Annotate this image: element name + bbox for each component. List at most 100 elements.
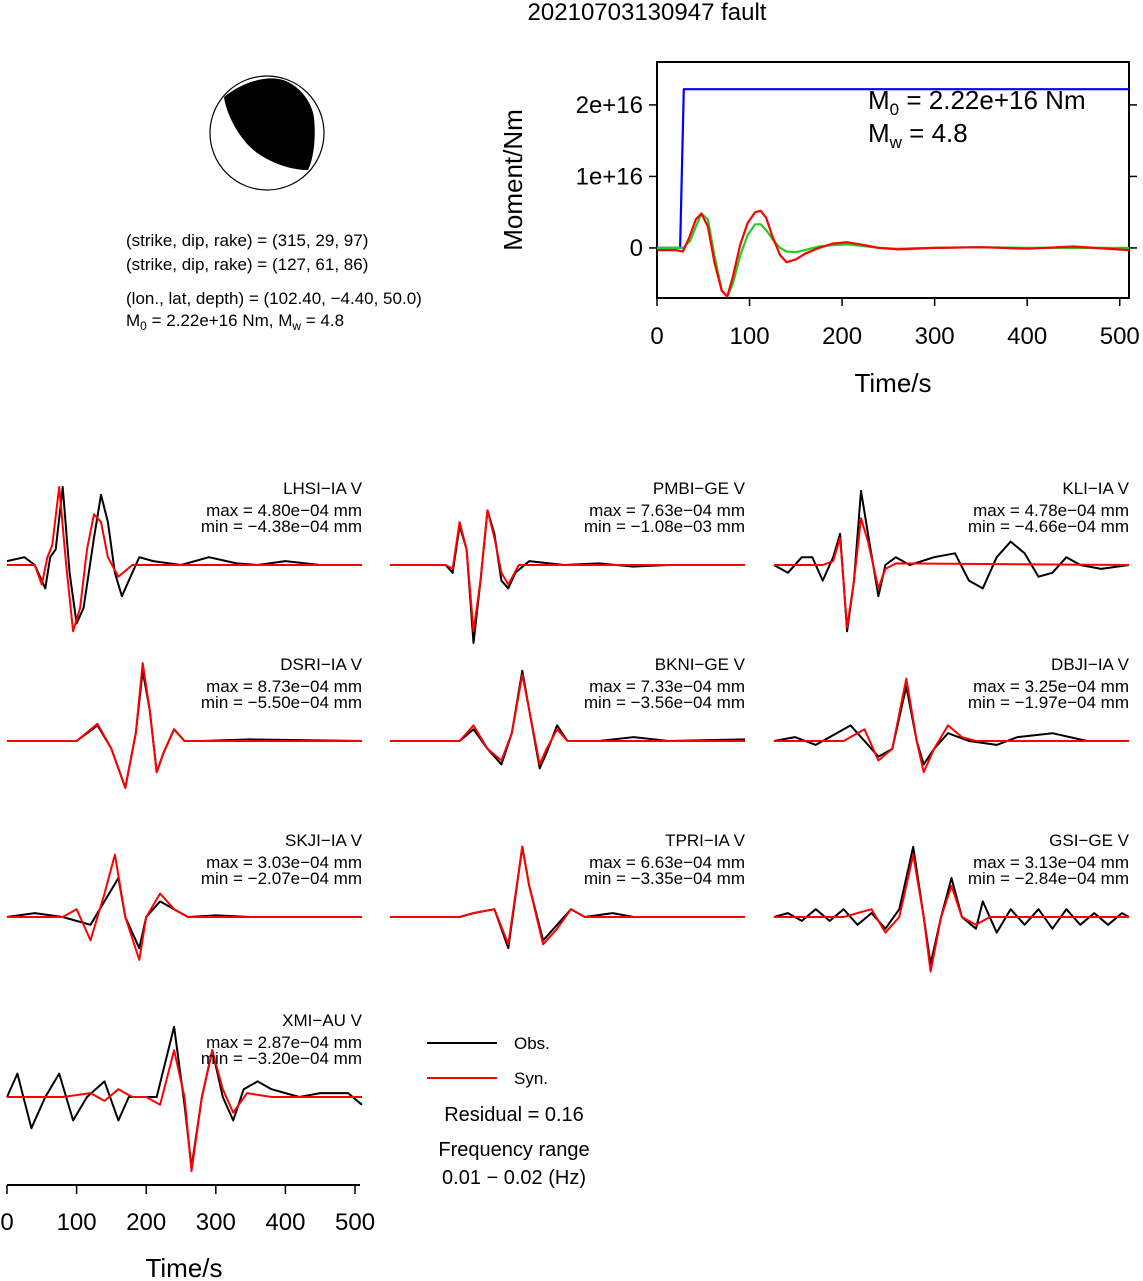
station-min: min = −1.97e−04 mm	[968, 693, 1129, 712]
nodal-plane-1: (strike, dip, rake) = (315, 29, 97)	[126, 231, 368, 250]
waveform-x-tick-label: 300	[196, 1209, 236, 1236]
station-name: LHSI−IA V	[283, 479, 363, 498]
moment-x-tick-label: 300	[915, 323, 955, 350]
moment-rate-panel: 0 1e+16 2e+16 0 100 200 300 400 500 Moment/Nm T…	[498, 61, 1140, 398]
station-min: min = −2.07e−04 mm	[201, 869, 362, 888]
station-name: DBJI−IA V	[1051, 655, 1130, 674]
station-name: PMBI−GE V	[653, 479, 746, 498]
m0-annot-sub: 0	[890, 100, 899, 119]
station-name: GSI−GE V	[1049, 831, 1129, 850]
frequency-range-value: 0.01 − 0.02 (Hz)	[442, 1167, 586, 1189]
beachball-compressional-quadrant	[224, 78, 315, 170]
waveform-x-tick-label: 100	[57, 1209, 97, 1236]
mw-subscript: w	[291, 319, 301, 333]
synthetic-trace	[390, 845, 745, 946]
station-min: min = −3.20e−04 mm	[201, 1049, 362, 1068]
focal-mechanism-beachball	[209, 75, 325, 191]
station-name: KLI−IA V	[1062, 479, 1129, 498]
moment-y-tick-label: 2e+16	[576, 92, 643, 119]
station-name: SKJI−IA V	[285, 831, 363, 850]
moment-x-tick-label: 200	[822, 323, 862, 350]
observed-trace	[773, 845, 1130, 965]
observed-trace	[6, 877, 362, 950]
station-name: DSRI−IA V	[280, 655, 362, 674]
station-max: max = 4.80e−04 mm	[206, 501, 362, 520]
station-min: min = −2.84e−04 mm	[968, 869, 1129, 888]
m0-annot-value: = 2.22e+16 Nm	[899, 85, 1085, 115]
station-max: max = 3.03e−04 mm	[206, 853, 362, 872]
moment-magnitude-line: M0 = 2.22e+16 Nm, Mw = 4.8	[126, 311, 344, 333]
waveform-x-tick-label: 400	[265, 1209, 305, 1236]
moment-x-tick-label: 0	[650, 323, 663, 350]
synthetic-trace	[774, 853, 1129, 973]
mw-annot-symbol: M	[868, 118, 890, 148]
station-min: min = −3.35e−04 mm	[584, 869, 745, 888]
synthetic-trace	[7, 1049, 362, 1173]
m0-value: = 2.22e+16 Nm, M	[147, 311, 293, 330]
moment-mw-annotation: Mw = 4.8	[868, 118, 968, 152]
station-max: max = 3.13e−04 mm	[973, 853, 1129, 872]
moment-y-ticks: 0 1e+16 2e+16	[576, 92, 1137, 262]
observed-trace	[773, 489, 1130, 633]
waveform-x-tick-label: 500	[335, 1209, 375, 1236]
station-max: max = 8.73e−04 mm	[206, 677, 362, 696]
frequency-range-title: Frequency range	[438, 1139, 589, 1161]
station-max: max = 6.63e−04 mm	[589, 853, 745, 872]
moment-m0-annotation: M0 = 2.22e+16 Nm	[868, 85, 1086, 119]
waveform-xlabel: Time/s	[145, 1253, 222, 1281]
synthetic-trace	[7, 853, 362, 961]
nodal-plane-2: (strike, dip, rake) = (127, 61, 86)	[126, 255, 368, 274]
station-max: max = 2.87e−04 mm	[206, 1033, 362, 1052]
mechanism-info: (strike, dip, rake) = (315, 29, 97) (str…	[126, 231, 422, 333]
synthetic-trace	[774, 517, 1130, 629]
observed-trace	[6, 486, 362, 625]
legend: Obs. Syn. Residual = 0.16 Frequency rang…	[427, 1034, 590, 1189]
legend-syn-label: Syn.	[514, 1069, 548, 1088]
moment-x-tick-label: 400	[1007, 323, 1047, 350]
moment-ylabel: Moment/Nm	[498, 109, 528, 251]
station-min: min = −1.08e−03 mm	[584, 517, 745, 536]
moment-x-tick-label: 500	[1100, 323, 1140, 350]
legend-obs-label: Obs.	[514, 1034, 550, 1053]
m0-symbol: M	[126, 311, 140, 330]
station-max: max = 7.63e−04 mm	[589, 501, 745, 520]
station-name: TPRI−IA V	[665, 831, 745, 850]
figure-title: 20210703130947 fault	[528, 0, 767, 26]
mw-value: = 4.8	[301, 311, 344, 330]
synthetic-trace	[7, 662, 362, 789]
waveform-x-axis: 0 100 200 300 400 500 Time/s	[0, 1184, 375, 1281]
residual-text: Residual = 0.16	[444, 1104, 584, 1126]
moment-y-tick-label: 0	[630, 235, 643, 262]
waveform-x-ticks: 0 100 200 300 400 500	[0, 1185, 375, 1236]
hypocenter-location: (lon., lat, depth) = (102.40, −4.40, 50.…	[126, 289, 422, 308]
m0-annot-symbol: M	[868, 85, 890, 115]
synthetic-trace	[390, 509, 745, 633]
mw-annot-sub: w	[889, 133, 903, 152]
waveform-x-tick-label: 0	[0, 1209, 13, 1236]
station-min: min = −4.66e−04 mm	[968, 517, 1129, 536]
synthetic-trace	[390, 673, 745, 766]
moment-y-tick-label: 1e+16	[576, 163, 643, 190]
moment-x-ticks: 0 100 200 300 400 500	[650, 298, 1140, 350]
station-name: XMI−AU V	[282, 1011, 362, 1030]
station-max: max = 7.33e−04 mm	[589, 677, 745, 696]
moment-series	[657, 88, 1130, 298]
moment-panel-frame	[656, 61, 1130, 299]
synthetic-trace	[774, 677, 1129, 774]
station-min: min = −3.56e−04 mm	[584, 693, 745, 712]
station-max: max = 4.78e−04 mm	[973, 501, 1129, 520]
moment-x-tick-label: 100	[730, 323, 770, 350]
mw-annot-value: = 4.8	[902, 118, 968, 148]
